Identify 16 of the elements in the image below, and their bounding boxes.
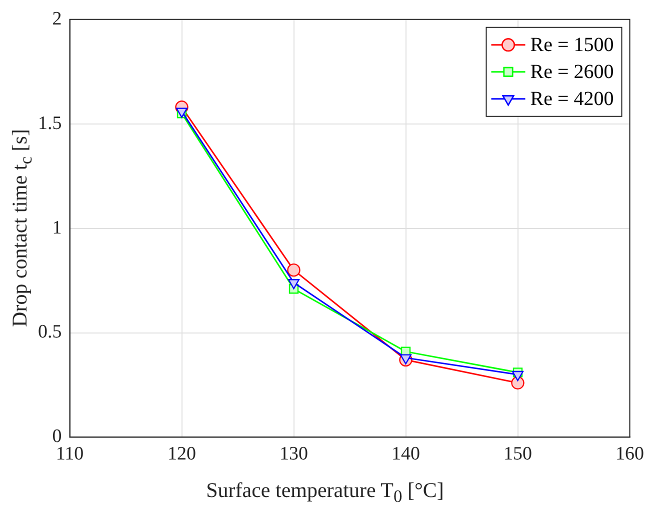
point — [288, 279, 300, 290]
x-tick-label: 140 — [392, 444, 420, 465]
y-tick-label: 1.5 — [38, 112, 62, 134]
y-tick-label: 1 — [52, 217, 62, 238]
x-tick-label: 160 — [616, 444, 644, 465]
y-tick-label: 0.5 — [38, 322, 62, 343]
legend-label: Re = 1500 — [530, 34, 614, 56]
legend-label: Re = 4200 — [530, 88, 614, 110]
legend-label: Re = 2600 — [530, 61, 614, 84]
x-tick-label: 150 — [504, 444, 532, 465]
y-tick-label: 2 — [52, 8, 62, 30]
x-axis-title: Surface temperature T$_{0}$ [°C] — [205, 478, 445, 508]
point — [512, 370, 524, 382]
x-tick-label: 120 — [168, 444, 196, 465]
point — [287, 263, 300, 277]
x-tick-label: 130 — [280, 444, 308, 465]
